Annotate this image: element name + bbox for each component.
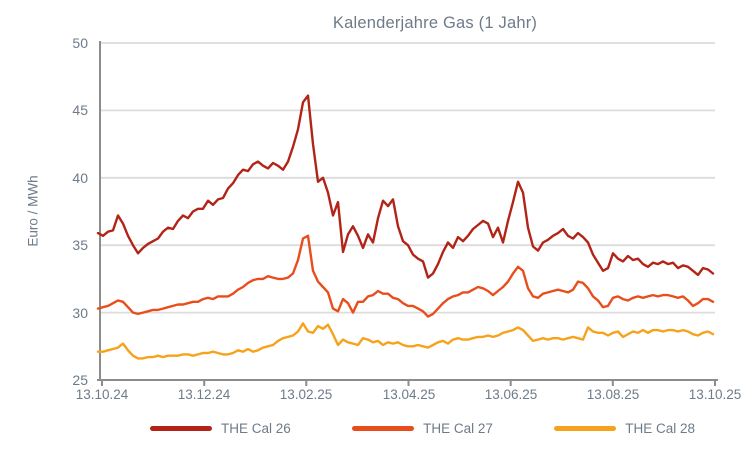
y-tick-label: 30 [72,305,88,321]
legend-line-swatch-cal27 [352,426,415,431]
legend-item-the-cal-28: THE Cal 28 [554,421,695,436]
chart-legend: THE Cal 26 THE Cal 27 THE Cal 28 [150,421,695,436]
y-tick-label: 50 [72,35,88,51]
y-tick-label: 40 [72,170,88,186]
y-tick-label: 25 [72,372,88,388]
legend-label: THE Cal 27 [423,421,493,436]
x-tick-label: 13.06.25 [484,387,538,402]
y-tick-label: 45 [72,102,88,118]
x-tick-label: 13.12.24 [177,387,231,402]
x-tick-label: 13.10.24 [75,387,129,402]
x-tick-label: 13.04.25 [382,387,436,402]
legend-label: THE Cal 28 [625,421,695,436]
legend-line-swatch-cal28 [554,426,617,431]
x-tick-label: 13.08.25 [586,387,640,402]
y-tick-label: 35 [72,237,88,253]
legend-item-the-cal-26: THE Cal 26 [150,421,291,436]
x-tick-label: 13.10.25 [688,387,742,402]
legend-item-the-cal-27: THE Cal 27 [352,421,493,436]
legend-line-swatch-cal26 [150,426,212,431]
legend-label: THE Cal 26 [221,421,291,436]
x-tick-label: 13.02.25 [279,387,333,402]
chart-title: Kalenderjahre Gas (1 Jahr) [332,14,538,32]
